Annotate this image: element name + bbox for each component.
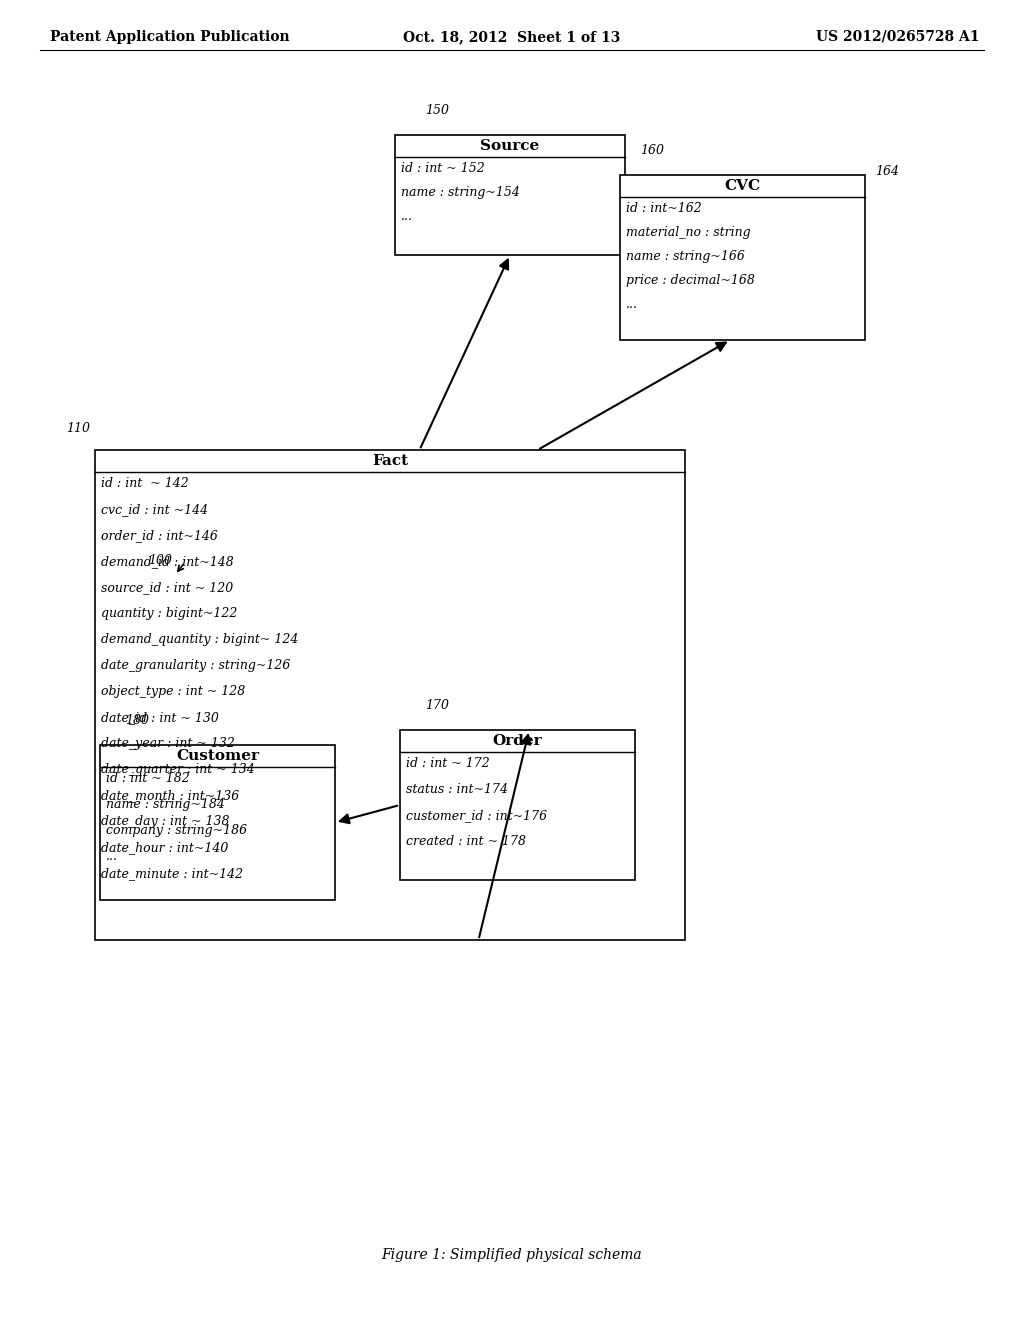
Text: 100: 100 <box>148 553 172 566</box>
Text: object_type : int ~ 128: object_type : int ~ 128 <box>101 685 246 698</box>
Text: created : int ~ 178: created : int ~ 178 <box>406 836 526 847</box>
Text: price : decimal~168: price : decimal~168 <box>626 275 755 286</box>
Text: demand_id : int~148: demand_id : int~148 <box>101 554 233 568</box>
Text: demand_quantity : bigint~ 124: demand_quantity : bigint~ 124 <box>101 634 298 645</box>
Text: ...: ... <box>626 298 638 312</box>
Bar <box>395 135 625 255</box>
Bar <box>620 176 865 341</box>
Text: date_day : int ~ 138: date_day : int ~ 138 <box>101 814 229 828</box>
Bar <box>95 450 685 940</box>
Text: Customer: Customer <box>176 748 259 763</box>
Text: date_hour : int~140: date_hour : int~140 <box>101 841 228 854</box>
Text: status : int~174: status : int~174 <box>406 783 508 796</box>
Text: id : int ~ 152: id : int ~ 152 <box>401 162 484 176</box>
Text: date_year : int ~ 132: date_year : int ~ 132 <box>101 737 234 750</box>
Text: date_minute : int~142: date_minute : int~142 <box>101 867 243 880</box>
Text: ...: ... <box>401 210 413 223</box>
Text: name : string~166: name : string~166 <box>626 249 744 263</box>
Text: quantity : bigint~122: quantity : bigint~122 <box>101 607 238 620</box>
Text: US 2012/0265728 A1: US 2012/0265728 A1 <box>816 30 980 44</box>
Text: id : int~162: id : int~162 <box>626 202 701 215</box>
Text: Oct. 18, 2012  Sheet 1 of 13: Oct. 18, 2012 Sheet 1 of 13 <box>403 30 621 44</box>
Text: name : string~184: name : string~184 <box>106 799 225 810</box>
Text: date_granularity : string~126: date_granularity : string~126 <box>101 659 291 672</box>
Text: CVC: CVC <box>724 180 761 193</box>
Text: 150: 150 <box>425 104 449 117</box>
Text: Order: Order <box>493 734 543 748</box>
Bar <box>400 730 635 880</box>
Text: Figure 1: Simplified physical schema: Figure 1: Simplified physical schema <box>382 1247 642 1262</box>
Text: 110: 110 <box>66 422 90 436</box>
Text: 160: 160 <box>640 144 664 157</box>
Text: customer_id : int~176: customer_id : int~176 <box>406 809 547 822</box>
Text: company : string~186: company : string~186 <box>106 824 247 837</box>
Text: 164: 164 <box>874 165 899 178</box>
Text: id : int  ~ 142: id : int ~ 142 <box>101 477 188 490</box>
Text: ...: ... <box>106 850 118 863</box>
Text: Fact: Fact <box>372 454 408 469</box>
Text: id : int ~ 182: id : int ~ 182 <box>106 772 189 785</box>
Text: 170: 170 <box>425 700 449 711</box>
Text: material_no : string: material_no : string <box>626 226 751 239</box>
Text: date_month : int~136: date_month : int~136 <box>101 789 240 803</box>
Text: 180: 180 <box>125 714 150 727</box>
Text: Source: Source <box>480 139 540 153</box>
Text: date_id : int ~ 130: date_id : int ~ 130 <box>101 711 219 723</box>
Text: id : int ~ 172: id : int ~ 172 <box>406 756 489 770</box>
Text: cvc_id : int ~144: cvc_id : int ~144 <box>101 503 208 516</box>
Text: date_quarter : int ~ 134: date_quarter : int ~ 134 <box>101 763 255 776</box>
Text: source_id : int ~ 120: source_id : int ~ 120 <box>101 581 233 594</box>
Text: order_id : int~146: order_id : int~146 <box>101 529 218 543</box>
Bar <box>100 744 335 900</box>
Text: Patent Application Publication: Patent Application Publication <box>50 30 290 44</box>
Text: name : string~154: name : string~154 <box>401 186 520 199</box>
